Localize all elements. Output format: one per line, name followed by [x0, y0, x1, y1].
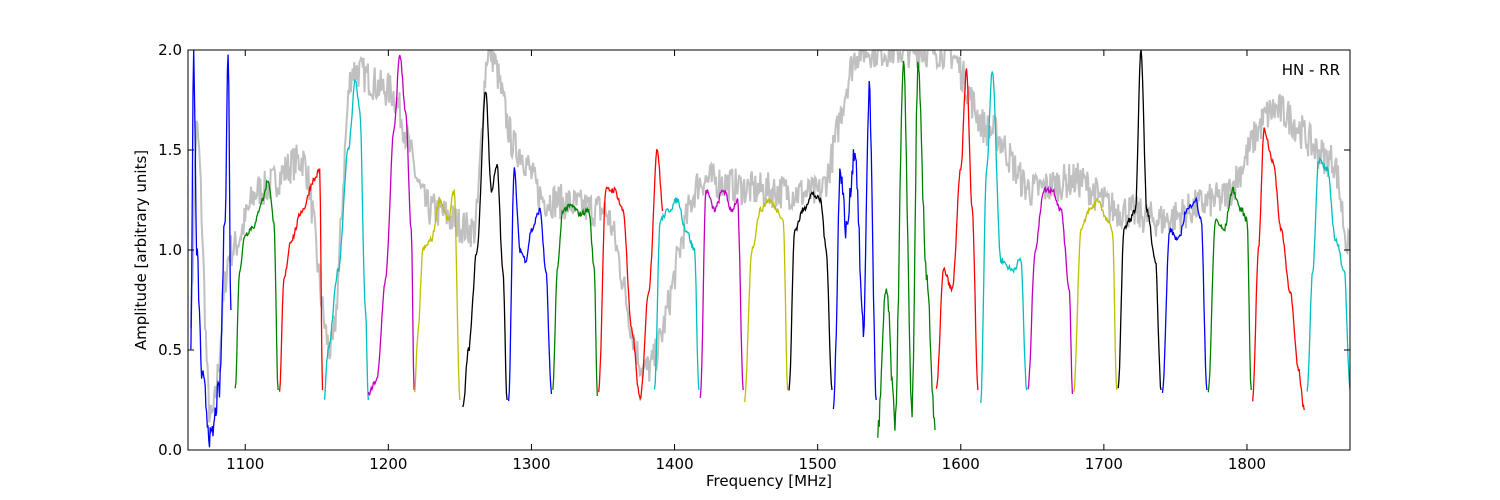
x-tick-label: 1200: [369, 455, 407, 473]
series-layer: [189, 50, 1350, 448]
x-tick-label: 1400: [655, 455, 693, 473]
series-band-17: [935, 68, 979, 391]
series-band-1: [190, 50, 232, 448]
series-band-21: [1117, 50, 1162, 391]
x-axis-label: Frequency [MHz]: [706, 472, 832, 490]
y-tick-label: 1.5: [158, 141, 182, 159]
series-band-24: [1252, 127, 1305, 411]
series-band-16: [877, 60, 936, 438]
series-band-2: [234, 179, 279, 391]
y-tick-label: 1.0: [158, 241, 182, 259]
y-tick-label: 2.0: [158, 41, 182, 59]
series-band-9: [552, 203, 598, 397]
series-band-22: [1161, 196, 1208, 393]
series-band-4: [323, 78, 369, 401]
y-tick-label: 0.5: [158, 341, 182, 359]
x-tick-label: 1800: [1228, 455, 1266, 473]
series-band-6: [414, 189, 461, 401]
series-band-20: [1073, 196, 1118, 393]
series-band-3: [278, 168, 324, 392]
series-band-13: [744, 197, 789, 403]
x-tick-label: 1700: [1085, 455, 1123, 473]
plot-annotation: HN - RR: [1282, 61, 1340, 79]
series-band-12: [699, 189, 744, 398]
x-tick-label: 1300: [512, 455, 550, 473]
x-tick-label: 1500: [799, 455, 837, 473]
series-band-11: [653, 196, 700, 391]
series-band-7: [462, 91, 508, 408]
series-band-23: [1207, 186, 1252, 393]
series-band-5: [367, 54, 415, 396]
series-band-18: [980, 70, 1028, 404]
ticks-layer: 1100 1200 1300 1400 1500 1600 1700 1800 0.0 0.5 1.…: [158, 41, 1350, 473]
x-tick-label: 1600: [942, 455, 980, 473]
y-axis-label: Amplitude [arbitrary units]: [132, 150, 150, 350]
series-line-background: [189, 50, 1350, 423]
series-band-8: [507, 167, 553, 402]
series-band-25: [1306, 156, 1350, 392]
x-tick-label: 1100: [226, 455, 264, 473]
y-tick-label: 0.0: [158, 441, 182, 459]
series-band-10: [598, 149, 664, 402]
series-band-14: [788, 190, 833, 391]
series-band-19: [1027, 185, 1074, 395]
series-band-15: [832, 80, 877, 410]
